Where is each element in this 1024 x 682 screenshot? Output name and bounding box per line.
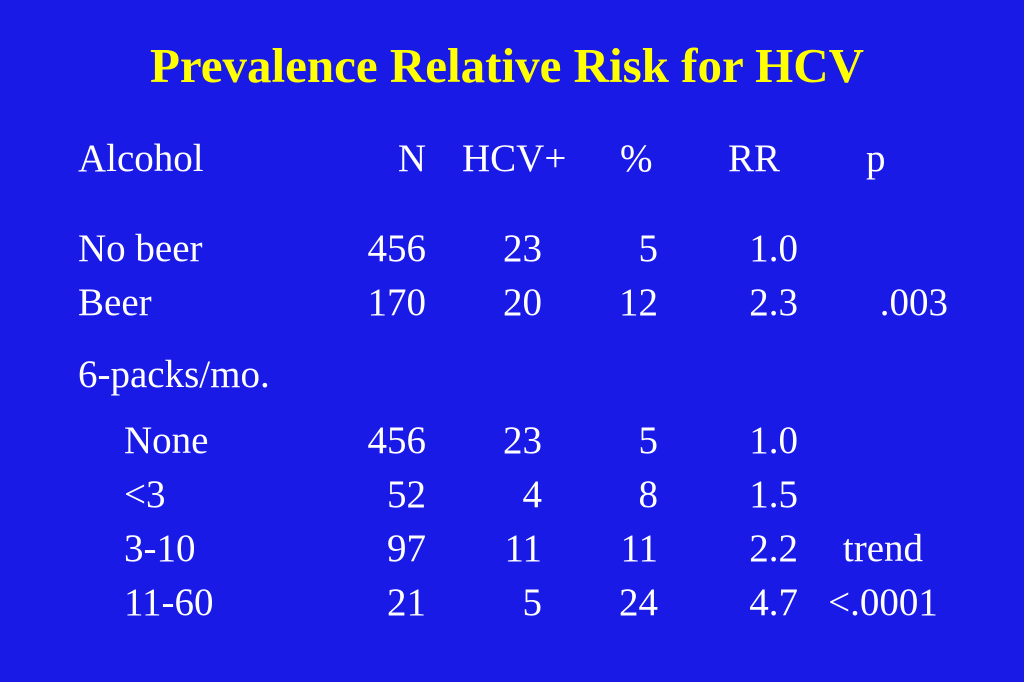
row-pct: 11 — [620, 527, 658, 570]
row-pct: 5 — [638, 419, 659, 462]
section-label: 6-packs/mo. — [78, 353, 270, 396]
header-hcv: HCV+ — [462, 137, 567, 180]
row-label: Beer — [78, 281, 152, 324]
row-rr: 1.0 — [749, 227, 798, 270]
row-pct: 5 — [638, 227, 659, 270]
row-hcv: 11 — [504, 527, 542, 570]
header-alcohol: Alcohol — [78, 137, 204, 180]
row-n: 52 — [387, 473, 426, 516]
row-p: trend — [842, 527, 924, 570]
row-label: <3 — [124, 473, 166, 516]
row-rr: 1.0 — [749, 419, 798, 462]
row-label: None — [124, 419, 209, 462]
row-hcv: 23 — [503, 227, 542, 270]
row-hcv: 4 — [522, 473, 543, 516]
header-rr: RR — [728, 137, 781, 180]
slide-title: Prevalence Relative Risk for HCV — [150, 38, 864, 93]
row-rr: 1.5 — [749, 473, 798, 516]
row-p: .003 — [879, 281, 948, 324]
row-hcv: 20 — [503, 281, 542, 324]
row-n: 21 — [387, 581, 426, 624]
row-rr: 4.7 — [749, 581, 798, 624]
row-n: 456 — [367, 227, 427, 270]
row-pct: 8 — [638, 473, 659, 516]
row-pct: 12 — [619, 281, 658, 324]
row-label: 11-60 — [124, 581, 214, 624]
row-p: <.0001 — [828, 581, 938, 624]
header-p: p — [866, 137, 886, 180]
row-n: 97 — [387, 527, 426, 570]
row-hcv: 23 — [503, 419, 542, 462]
row-rr: 2.3 — [749, 281, 798, 324]
row-hcv: 5 — [522, 581, 543, 624]
row-pct: 24 — [619, 581, 658, 624]
header-pct: % — [620, 137, 653, 180]
row-n: 170 — [367, 281, 427, 324]
row-label: No beer — [78, 227, 203, 270]
header-n: N — [397, 137, 426, 180]
row-n: 456 — [367, 419, 427, 462]
row-label: 3-10 — [124, 527, 196, 570]
row-rr: 2.2 — [749, 527, 798, 570]
